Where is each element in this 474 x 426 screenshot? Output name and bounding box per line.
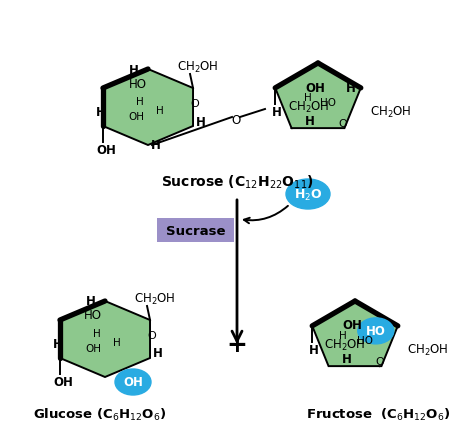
- Text: H: H: [342, 352, 352, 365]
- Polygon shape: [60, 301, 150, 377]
- Text: H: H: [196, 115, 206, 128]
- Polygon shape: [275, 64, 361, 129]
- Ellipse shape: [286, 180, 330, 210]
- Text: OH: OH: [96, 144, 116, 157]
- Text: O: O: [231, 113, 241, 126]
- Text: +: +: [227, 332, 247, 356]
- Text: O: O: [338, 119, 347, 129]
- Polygon shape: [312, 301, 398, 366]
- Text: OH: OH: [53, 376, 73, 389]
- Text: H: H: [53, 338, 63, 351]
- Text: Sucrase: Sucrase: [166, 225, 225, 238]
- Text: H: H: [96, 106, 106, 119]
- Text: HO: HO: [357, 335, 373, 345]
- Text: HO: HO: [366, 325, 386, 337]
- Text: O: O: [191, 99, 200, 109]
- Text: OH: OH: [305, 81, 325, 94]
- Text: H: H: [113, 337, 121, 347]
- Text: H: H: [305, 114, 314, 127]
- Text: HO: HO: [320, 98, 336, 108]
- FancyBboxPatch shape: [157, 219, 234, 242]
- Ellipse shape: [115, 369, 151, 395]
- Text: HO: HO: [129, 77, 147, 90]
- Ellipse shape: [358, 318, 394, 344]
- Text: H$_2$O: H$_2$O: [294, 187, 322, 202]
- Text: H: H: [156, 106, 164, 116]
- Text: Sucrose (C$_{12}$H$_{22}$O$_{11}$): Sucrose (C$_{12}$H$_{22}$O$_{11}$): [161, 173, 313, 190]
- Text: H: H: [136, 97, 144, 107]
- Text: CH$_2$OH: CH$_2$OH: [407, 342, 449, 357]
- Text: O: O: [148, 330, 156, 340]
- Text: H: H: [304, 93, 312, 103]
- Text: H: H: [339, 330, 347, 340]
- Text: H: H: [153, 347, 163, 360]
- Text: CH$_2$OH: CH$_2$OH: [177, 59, 219, 75]
- Text: H: H: [151, 139, 161, 152]
- Text: H: H: [272, 106, 282, 119]
- Text: OH: OH: [128, 112, 144, 122]
- Text: H: H: [309, 343, 319, 357]
- Polygon shape: [103, 70, 193, 146]
- Text: OH: OH: [85, 343, 101, 353]
- Text: H: H: [93, 328, 101, 338]
- Text: Fructose  (C$_6$H$_{12}$O$_6$): Fructose (C$_6$H$_{12}$O$_6$): [306, 406, 450, 422]
- Text: OH: OH: [123, 376, 143, 389]
- Text: CH$_2$OH: CH$_2$OH: [288, 99, 329, 115]
- Text: CH$_2$OH: CH$_2$OH: [134, 291, 176, 306]
- Text: H: H: [129, 63, 139, 76]
- Text: CH$_2$OH: CH$_2$OH: [370, 104, 412, 119]
- Text: H: H: [346, 82, 356, 95]
- Text: H: H: [86, 295, 96, 308]
- Text: Glucose (C$_6$H$_{12}$O$_6$): Glucose (C$_6$H$_{12}$O$_6$): [33, 406, 167, 422]
- Text: OH: OH: [342, 319, 362, 332]
- Text: CH$_2$OH: CH$_2$OH: [324, 337, 366, 352]
- Text: HO: HO: [84, 309, 102, 322]
- Text: O: O: [375, 356, 384, 366]
